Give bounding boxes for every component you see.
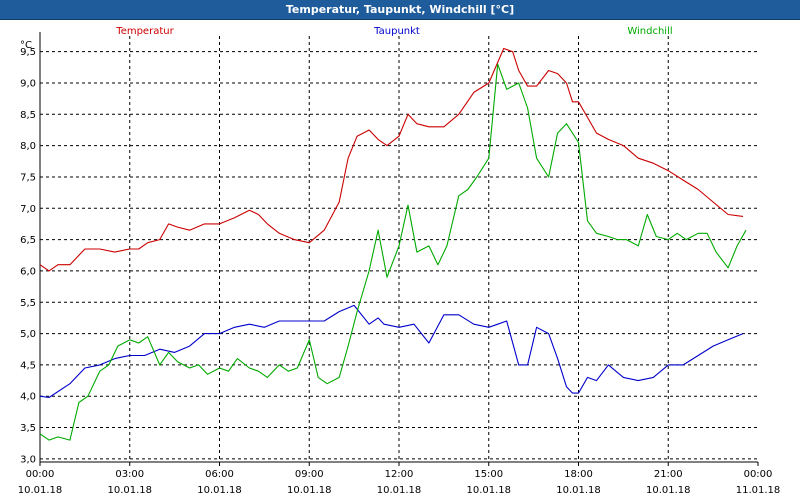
y-tick-label: 3,5 [20,423,36,434]
x-tick-time-label: 15:00 [474,469,503,480]
x-tick-date-label: 10.01.18 [377,485,422,496]
legend-item-windchill: Windchill [627,26,672,37]
x-tick-time-label: 06:00 [205,469,234,480]
y-tick-label: 8,0 [20,141,36,152]
x-tick-date-label: 10.01.18 [466,485,511,496]
x-tick-time-label: 00:00 [26,469,55,480]
chart-series [39,47,747,441]
x-tick-date-label: 10.01.18 [646,485,691,496]
y-tick-label: 7,0 [20,204,36,215]
y-tick-label: 5,0 [20,329,36,340]
series-line-windchill [39,63,747,441]
y-tick-label: 3,0 [20,454,36,465]
y-tick-label: 6,0 [20,266,36,277]
title-bar: Temperatur, Taupunkt, Windchill [°C] [0,0,800,20]
x-tick-time-label: 21:00 [654,469,683,480]
x-tick-date-label: 10.01.18 [556,485,601,496]
series-line-temperatur [39,47,744,272]
x-tick-time-label: 18:00 [564,469,593,480]
series-line-taupunkt [39,304,744,399]
chart-grid [40,36,758,462]
x-tick-date-label: 10.01.18 [197,485,242,496]
y-tick-label: 9,0 [20,78,36,89]
y-tick-label: 4,5 [20,360,36,371]
x-tick-date-label: 11.01.18 [736,485,781,496]
x-tick-date-label: 10.01.18 [107,485,152,496]
y-tick-label: 6,5 [20,235,36,246]
x-tick-date-label: 10.01.18 [18,485,63,496]
chart-legend: Temperatur Taupunkt Windchill [115,26,672,37]
x-tick-time-label: 12:00 [385,469,414,480]
y-tick-label: 5,5 [20,298,36,309]
legend-item-temperatur: Temperatur [115,26,174,37]
x-tick-time-label: 00:00 [744,469,773,480]
y-tick-label: 7,5 [20,172,36,183]
x-tick-date-label: 10.01.18 [287,485,332,496]
y-tick-label: 4,0 [20,392,36,403]
x-tick-time-label: 03:00 [115,469,144,480]
chart-ticks: 3,0 3,5 4,0 4,5 5,0 5,5 6,0 6,5 7,0 7,5 8,0 8,5 9,0 9… [18,47,781,496]
window-title: Temperatur, Taupunkt, Windchill [°C] [285,3,515,16]
y-tick-label: 8,5 [20,110,36,121]
y-tick-label: 9,5 [20,47,36,58]
x-tick-time-label: 09:00 [295,469,324,480]
legend-item-taupunkt: Taupunkt [373,26,420,37]
y-axis-label: °C [20,40,32,51]
